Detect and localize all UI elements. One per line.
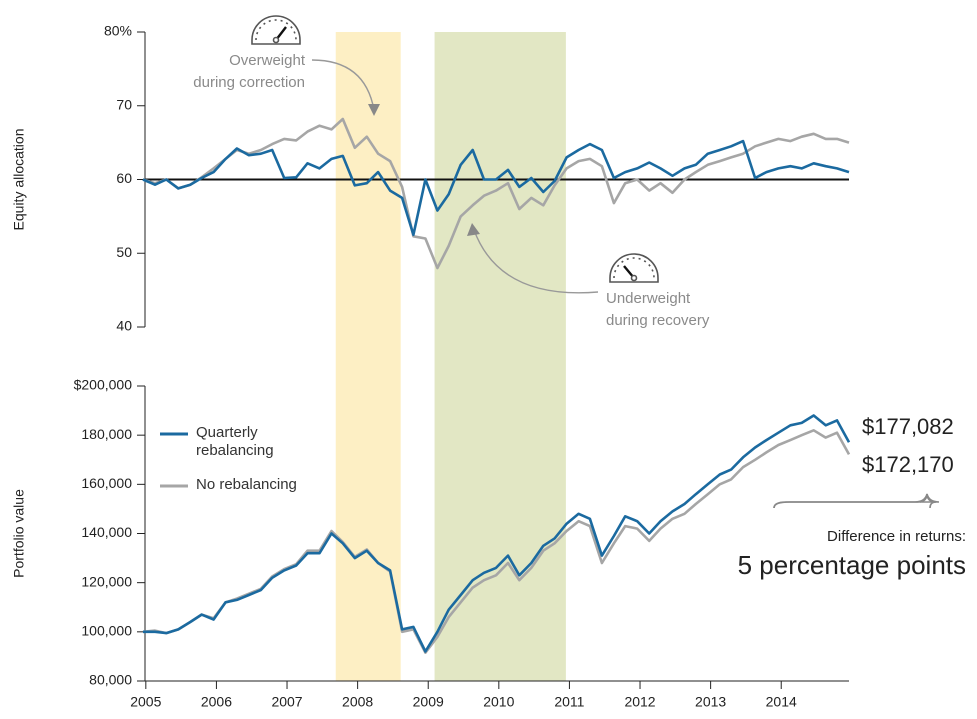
arrow-head (368, 104, 380, 116)
shaded-period (434, 32, 566, 681)
y-tick-label: 140,000 (81, 524, 132, 540)
y-axis-label: Portfolio value (11, 489, 27, 578)
x-tick-label: 2010 (483, 694, 514, 710)
series-line (143, 414, 851, 653)
x-tick-label: 2005 (130, 694, 161, 710)
legend-label: No rebalancing (196, 476, 297, 493)
y-tick-label: 40 (116, 318, 132, 334)
x-tick-label: 2008 (342, 694, 373, 710)
arrow (311, 59, 375, 111)
y-tick-label: 180,000 (81, 426, 132, 442)
shaded-period (335, 32, 401, 681)
gauge-icon (251, 15, 301, 45)
end-label: $177,082 (862, 414, 954, 439)
y-tick-label: 160,000 (81, 475, 132, 491)
x-tick-label: 2011 (554, 694, 584, 710)
brace (773, 494, 937, 509)
annotation: Underweight during recovery (606, 290, 710, 329)
bands (335, 32, 566, 681)
x-tick-label: 2006 (201, 694, 232, 710)
series-line (142, 117, 850, 270)
end-label: $172,170 (862, 452, 954, 477)
x-tick-label: 2007 (271, 694, 302, 710)
x-tick-label: 2013 (695, 694, 726, 710)
y-tick-label: 120,000 (81, 573, 132, 589)
gauge-icon (609, 253, 659, 283)
y-tick-label: 60 (116, 170, 132, 186)
brace (773, 493, 940, 509)
series-line (142, 139, 850, 237)
annotation: Overweight during correction (193, 52, 305, 91)
y-tick-label: 80% (104, 23, 132, 39)
y-tick-label: 70 (116, 96, 132, 112)
x-tick-label: 2009 (413, 694, 444, 710)
y-tick-label: 50 (116, 244, 132, 260)
x-tick-label: 2012 (624, 694, 655, 710)
y-axis-label: Equity allocation (11, 129, 27, 231)
arrow-head (467, 223, 480, 236)
arrow (473, 229, 599, 294)
x-tick-label: 2014 (766, 694, 797, 710)
annotation: 5 percentage points (738, 550, 966, 580)
annotation: Difference in returns: (827, 528, 966, 545)
y-tick-label: $200,000 (74, 377, 133, 393)
y-tick-label: 100,000 (81, 623, 132, 639)
y-tick-label: 80,000 (89, 672, 132, 688)
legend-label: Quarterly rebalancing (196, 424, 274, 459)
